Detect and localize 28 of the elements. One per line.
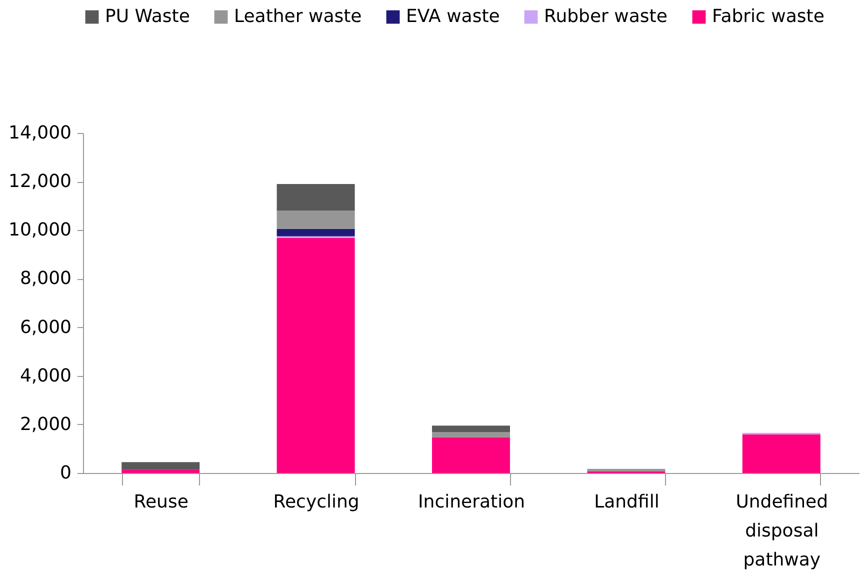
x-tick-label: Landfill <box>594 492 660 512</box>
legend-label: PU Waste <box>105 6 190 27</box>
bar <box>276 184 355 211</box>
bar <box>432 426 510 432</box>
y-tick-label: 8,000 <box>20 268 72 290</box>
bar <box>122 470 200 473</box>
y-tick-label: 10,000 <box>8 220 72 241</box>
bar <box>276 238 355 473</box>
x-tick-label: Incineration <box>418 492 526 512</box>
x-tick-label: Reuse <box>134 492 188 512</box>
bar <box>432 437 510 473</box>
x-tick-label: Undefined disposal pathway <box>736 492 828 570</box>
bar <box>432 432 510 438</box>
y-tick-label: 6,000 <box>20 316 72 338</box>
bar <box>276 228 355 236</box>
legend-label: EVA waste <box>406 6 500 27</box>
legend-label: Leather waste <box>234 6 362 27</box>
y-tick-label: 0 <box>60 462 72 484</box>
bar <box>742 434 820 473</box>
y-tick-label: 12,000 <box>8 171 72 192</box>
legend-label: Fabric waste <box>712 6 824 27</box>
y-tick-label: 14,000 <box>8 122 72 144</box>
x-tick-label: Recycling <box>273 492 360 512</box>
legend-label: Rubber waste <box>544 6 668 27</box>
y-tick-label: 4,000 <box>20 365 72 386</box>
y-tick-label: 2,000 <box>20 414 72 435</box>
bar <box>276 210 355 229</box>
bar <box>122 462 200 470</box>
